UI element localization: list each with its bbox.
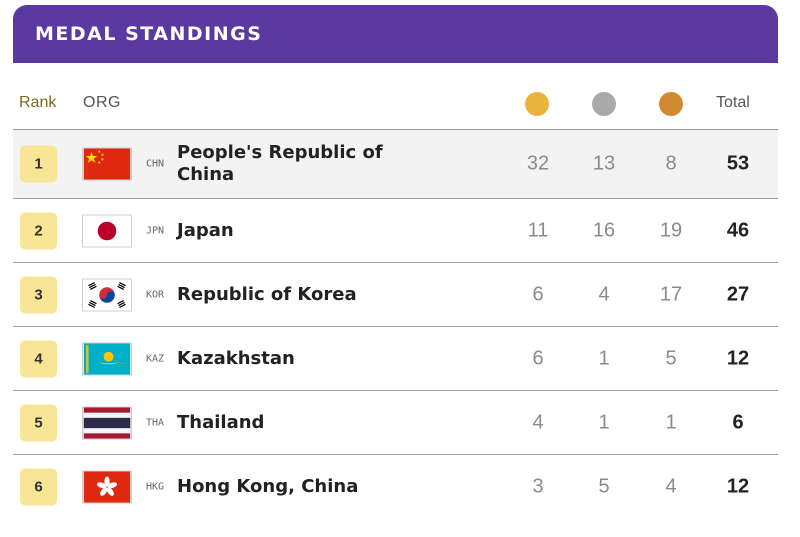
rank-badge: 5 xyxy=(20,404,57,441)
gold-count: 6 xyxy=(532,283,544,305)
org-code: KAZ xyxy=(146,353,165,364)
rank-badge: 4 xyxy=(20,340,57,377)
bronze-count: 5 xyxy=(665,347,677,369)
total-count: 27 xyxy=(726,283,750,305)
medal-standings-banner: MEDAL STANDINGS xyxy=(13,5,778,63)
korea-flag-icon xyxy=(82,278,132,311)
bronze-count: 17 xyxy=(659,283,683,305)
kazakhstan-flag-icon xyxy=(82,342,132,375)
table-row[interactable]: 5 THA Thailand 4 1 1 6 xyxy=(13,391,778,455)
table-row[interactable]: 3 KOR Republic of Korea 6 4 17 27 xyxy=(13,263,778,327)
org-column-header[interactable]: ORG xyxy=(83,94,121,111)
bronze-count: 19 xyxy=(659,219,683,241)
banner-title: MEDAL STANDINGS xyxy=(35,23,263,45)
country-name[interactable]: People's Republic of China xyxy=(177,142,383,185)
table-row[interactable]: 4 KAZ Kazakhstan 6 1 5 12 xyxy=(13,327,778,391)
silver-count: 13 xyxy=(592,152,616,175)
total-count: 53 xyxy=(726,152,750,175)
org-code: KOR xyxy=(146,289,165,300)
silver-count: 16 xyxy=(592,219,616,241)
china-flag-icon xyxy=(82,147,132,181)
rank-column-header[interactable]: Rank xyxy=(19,94,57,111)
silver-count: 5 xyxy=(598,475,610,497)
rank-badge: 6 xyxy=(20,468,57,505)
bronze-count: 1 xyxy=(665,411,677,433)
total-count: 12 xyxy=(726,475,750,497)
standings-table: 1 CHN People's Republic of China 32 13 8… xyxy=(13,130,778,518)
rank-badge: 3 xyxy=(20,276,57,313)
country-name[interactable]: Thailand xyxy=(177,411,265,433)
table-row[interactable]: 1 CHN People's Republic of China 32 13 8… xyxy=(13,130,778,199)
gold-count: 4 xyxy=(532,411,544,433)
hong-kong-flag-icon xyxy=(82,470,132,503)
org-code: HKG xyxy=(146,481,165,492)
silver-count: 4 xyxy=(598,283,610,305)
total-count: 12 xyxy=(726,347,750,369)
thailand-flag-icon xyxy=(82,406,132,439)
gold-count: 32 xyxy=(526,152,550,175)
org-code: JPN xyxy=(146,225,165,236)
silver-count: 1 xyxy=(598,411,610,433)
table-row[interactable]: 6 HKG Hong Kong, China 3 5 4 12 xyxy=(13,455,778,518)
total-count: 46 xyxy=(726,219,750,241)
rank-badge: 1 xyxy=(20,145,57,183)
gold-count: 3 xyxy=(532,475,544,497)
bronze-medal-icon[interactable] xyxy=(659,92,683,116)
country-name[interactable]: Republic of Korea xyxy=(177,283,357,305)
table-header: Rank ORG Total xyxy=(13,63,778,130)
gold-count: 6 xyxy=(532,347,544,369)
org-code: THA xyxy=(146,417,165,428)
silver-count: 1 xyxy=(598,347,610,369)
country-name[interactable]: Hong Kong, China xyxy=(177,475,359,497)
japan-flag-icon xyxy=(82,214,132,247)
rank-badge: 2 xyxy=(20,212,57,249)
country-name[interactable]: Japan xyxy=(177,219,234,241)
bronze-count: 8 xyxy=(665,152,677,175)
country-name[interactable]: Kazakhstan xyxy=(177,347,295,369)
gold-medal-icon[interactable] xyxy=(525,92,549,116)
total-count: 6 xyxy=(732,411,744,433)
table-row[interactable]: 2 JPN Japan 11 16 19 46 xyxy=(13,199,778,263)
total-column-header[interactable]: Total xyxy=(716,94,750,111)
silver-medal-icon[interactable] xyxy=(592,92,616,116)
gold-count: 11 xyxy=(527,219,549,241)
bronze-count: 4 xyxy=(665,475,677,497)
org-code: CHN xyxy=(146,158,165,170)
